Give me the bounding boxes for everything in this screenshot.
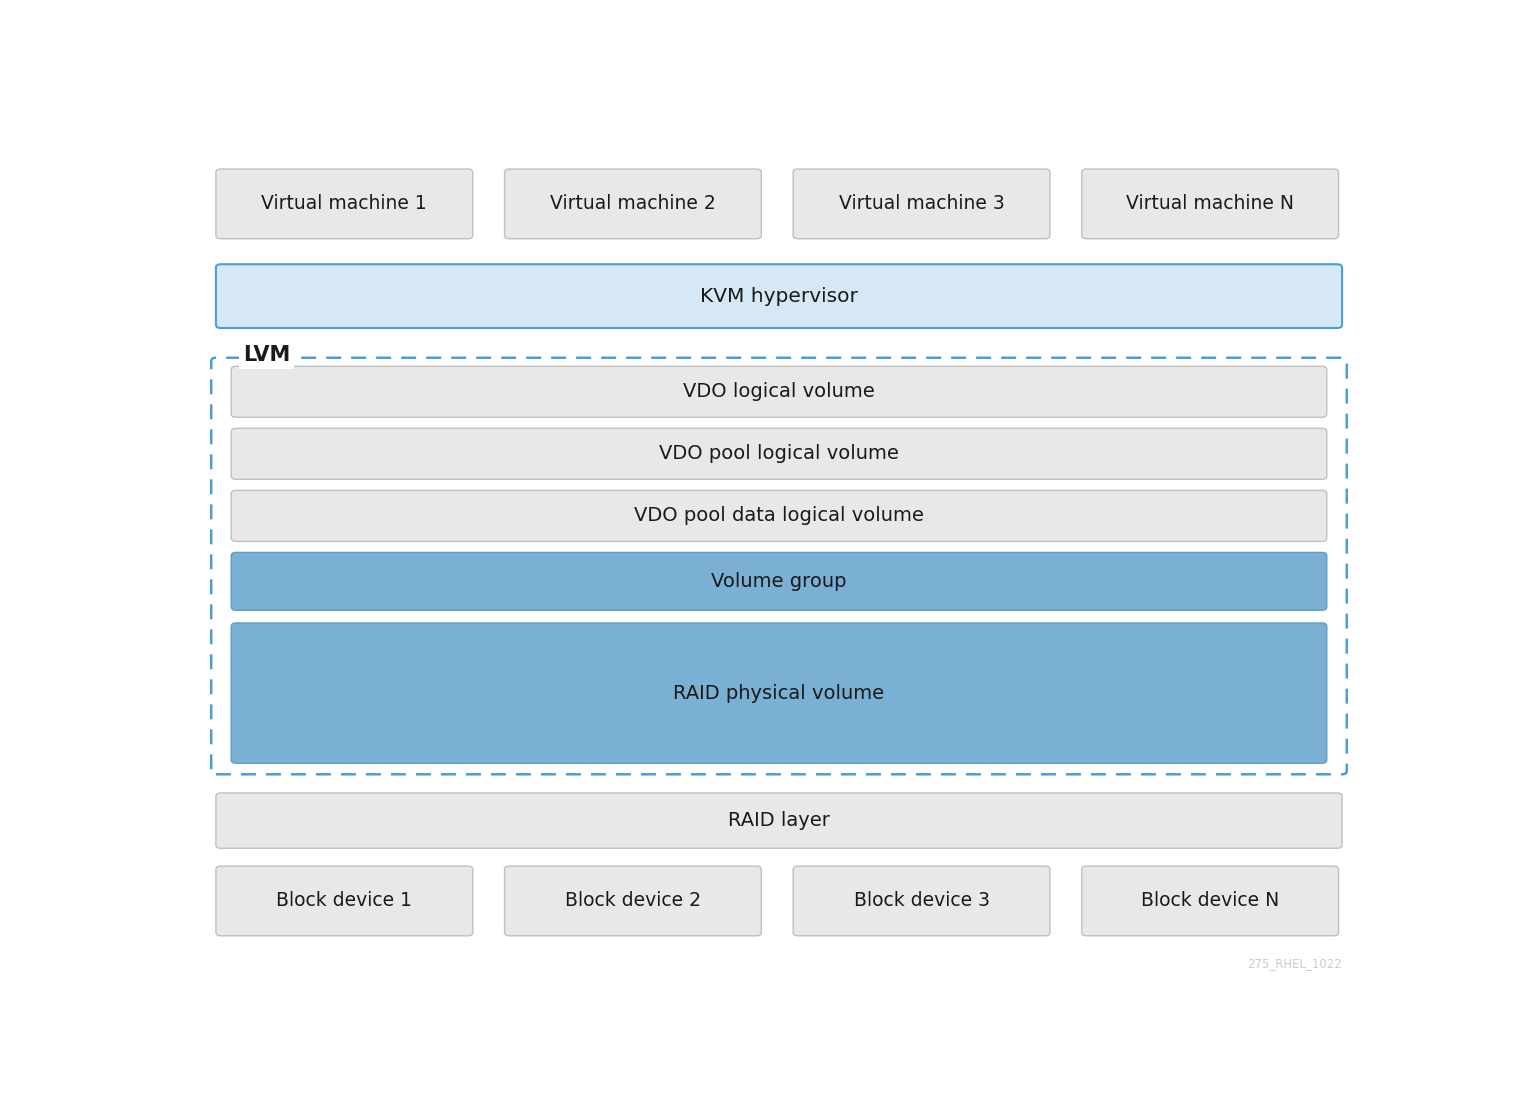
FancyBboxPatch shape [216,793,1342,848]
FancyBboxPatch shape [216,867,473,936]
Text: Block device 3: Block device 3 [854,891,990,911]
FancyBboxPatch shape [231,623,1327,763]
FancyBboxPatch shape [505,169,762,238]
Text: 275_RHEL_1022: 275_RHEL_1022 [1248,957,1342,969]
Text: VDO logical volume: VDO logical volume [682,382,876,401]
Text: VDO pool data logical volume: VDO pool data logical volume [634,507,924,526]
FancyBboxPatch shape [216,264,1342,328]
Text: Virtual machine N: Virtual machine N [1126,194,1294,213]
FancyBboxPatch shape [793,867,1050,936]
Text: Block device 2: Block device 2 [565,891,701,911]
FancyBboxPatch shape [505,867,762,936]
FancyBboxPatch shape [216,169,473,238]
FancyBboxPatch shape [1082,867,1339,936]
Text: Block device N: Block device N [1142,891,1280,911]
Text: LVM: LVM [243,346,290,365]
FancyBboxPatch shape [231,552,1327,611]
Text: VDO pool logical volume: VDO pool logical volume [660,444,898,464]
Text: Virtual machine 3: Virtual machine 3 [839,194,1005,213]
Text: Virtual machine 1: Virtual machine 1 [261,194,427,213]
Text: KVM hypervisor: KVM hypervisor [701,287,857,306]
Text: RAID layer: RAID layer [728,811,830,830]
Text: RAID physical volume: RAID physical volume [673,683,885,702]
FancyBboxPatch shape [793,169,1050,238]
Text: Block device 1: Block device 1 [277,891,412,911]
Text: Virtual machine 2: Virtual machine 2 [550,194,716,213]
FancyBboxPatch shape [231,490,1327,541]
FancyBboxPatch shape [231,428,1327,479]
FancyBboxPatch shape [1082,169,1339,238]
FancyBboxPatch shape [231,367,1327,417]
Text: Volume group: Volume group [711,572,847,591]
